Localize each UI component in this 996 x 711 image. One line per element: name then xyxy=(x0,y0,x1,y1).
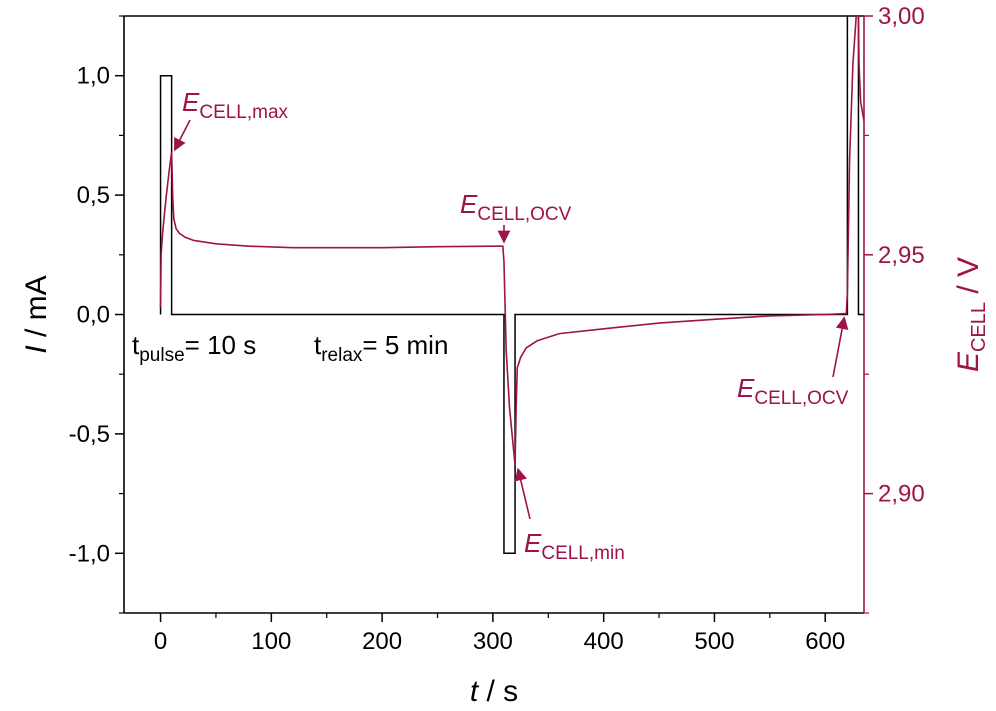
y-right-tick-label: 2,95 xyxy=(878,242,925,269)
y-left-axis-title: I / mA xyxy=(20,275,53,353)
annotation-ecell-min: ECELL,min xyxy=(524,528,625,564)
x-tick-label: 0 xyxy=(154,628,167,655)
annotation-t-relax: trelax= 5 min xyxy=(314,330,448,366)
x-tick-label: 600 xyxy=(805,628,845,655)
y-left-tick-label: 0,5 xyxy=(77,182,110,209)
x-tick-label: 200 xyxy=(362,628,402,655)
y-right-tick-label: 3,00 xyxy=(878,3,925,30)
annotation-ecell-max-arrow xyxy=(173,119,191,152)
y-left-tick-label: 0,0 xyxy=(77,302,110,329)
annotation-ecell-min-arrow xyxy=(514,467,531,520)
x-axis-title: t / s xyxy=(470,675,518,708)
y-left-tick-label: -1,0 xyxy=(69,540,110,567)
annotation-ecell-max: ECELL,max xyxy=(182,87,289,123)
x-tick-label: 400 xyxy=(584,628,624,655)
y-right-tick-label: 2,90 xyxy=(878,481,925,508)
annotation-ecell-ocv-2: ECELL,OCV xyxy=(737,373,849,409)
current-series-line xyxy=(159,16,864,555)
x-tick-label: 100 xyxy=(251,628,291,655)
y-right-axis-title: ECELL / V xyxy=(952,257,990,372)
annotation-ecell-ocv-2-arrow xyxy=(832,316,849,378)
annotation-ecell-ocv-1: ECELL,OCV xyxy=(460,189,572,225)
potential-series-line xyxy=(159,16,864,466)
x-tick-label: 300 xyxy=(473,628,513,655)
x-tick-label: 500 xyxy=(694,628,734,655)
annotation-t-pulse: tpulse= 10 s xyxy=(132,330,256,366)
y-left-tick-label: 1,0 xyxy=(77,63,110,90)
y-left-tick-label: -0,5 xyxy=(69,421,110,448)
